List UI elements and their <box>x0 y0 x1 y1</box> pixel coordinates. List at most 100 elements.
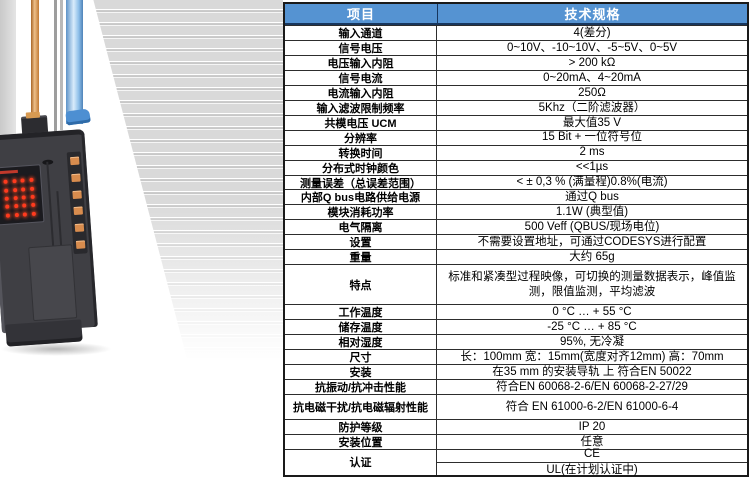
table-row: 抗振动/抗冲击性能 符合EN 60068-2-6/EN 60068-2-27/29 <box>285 379 747 394</box>
terminal-contact <box>69 156 80 166</box>
row-value: 4(差分) <box>573 26 611 39</box>
table-row: 电压输入内阻 > 200 kΩ <box>285 54 747 70</box>
row-label: 内部Q bus电路供给电源 <box>285 190 437 204</box>
row-value: 250Ω <box>578 86 606 99</box>
row-value: 任意 <box>580 435 604 448</box>
terminal-contact <box>71 190 82 199</box>
led-dot <box>29 186 34 191</box>
row-value: -25 °C … + 85 °C <box>547 321 637 334</box>
row-value: 1.1W (典型值) <box>555 206 629 219</box>
table-row: 安装 在35 mm 的安装导轨 上 符合EN 50022 <box>285 364 747 379</box>
row-label: 共模电压 UCM <box>285 115 437 130</box>
table-row: 认证 CE UL(在计划认证中) <box>285 448 747 477</box>
blue-cable <box>66 0 83 124</box>
led-grid <box>1 176 38 220</box>
row-label: 安装 <box>285 365 437 379</box>
row-label: 转换时间 <box>285 145 437 160</box>
io-module-illustration <box>0 108 115 356</box>
row-value: <<1µs <box>575 161 609 174</box>
row-value: CE UL(在计划认证中) <box>437 448 747 477</box>
table-header-row: 项目 技术规格 <box>285 4 747 25</box>
thin-gray-cable <box>54 0 57 140</box>
row-label: 尺寸 <box>285 350 437 364</box>
lower-cover <box>28 244 78 322</box>
row-value: 0 °C … + 55 °C <box>552 306 632 319</box>
row-label: 储存温度 <box>285 320 437 334</box>
row-value: > 200 kΩ <box>568 56 616 69</box>
row-label: 设置 <box>285 235 437 249</box>
table-row: 转换时间 2 ms <box>285 144 747 160</box>
product-photo-panel <box>0 0 283 479</box>
table-row: 特点 标准和紧凑型过程映像，可切换的测量数据表示，峰值监测，限值监测，平均滤波 <box>285 264 747 305</box>
orange-cable <box>31 0 39 136</box>
terminal-contact <box>73 206 83 216</box>
row-label: 抗电磁干扰/抗电磁辐射性能 <box>285 395 437 419</box>
row-value: 500 Veff (QBUS/现场电位) <box>524 221 660 234</box>
terminal-contact <box>74 223 84 233</box>
row-label: 信号电压 <box>285 40 437 55</box>
led-dot <box>4 188 9 193</box>
row-sub-value: UL(在计划认证中) <box>437 461 747 477</box>
table-row: 内部Q bus电路供给电源 通过Q bus <box>285 189 747 204</box>
row-value: 长：100mm 宽：15mm(宽度对齐12mm) 高：70mm <box>460 351 724 363</box>
led-dot <box>29 177 34 183</box>
row-value: 符合 EN 61000-6-2/EN 61000-6-4 <box>505 400 679 413</box>
table-row: 防护等级 IP 20 <box>285 418 747 434</box>
table-row: 尺寸 长：100mm 宽：15mm(宽度对齐12mm) 高：70mm <box>285 349 747 364</box>
row-label: 模块消耗功率 <box>285 205 437 219</box>
table-row: 重量 大约 65g <box>285 249 747 264</box>
thin-gray-cable <box>60 0 63 130</box>
row-label: 电流输入内阻 <box>285 85 437 100</box>
led-dot <box>14 212 19 217</box>
row-value: 通过Q bus <box>565 191 619 204</box>
led-dot <box>30 194 35 200</box>
header-cell-item: 项目 <box>285 4 438 23</box>
row-label: 输入通道 <box>285 26 437 40</box>
row-value: 不需要设置地址，可通过CODESYS进行配置 <box>477 236 707 249</box>
row-value: IP 20 <box>578 420 606 433</box>
led-dot <box>30 203 36 208</box>
led-dot <box>22 212 28 217</box>
table-row: 模块消耗功率 1.1W (典型值) <box>285 204 747 219</box>
row-label: 重量 <box>285 250 437 264</box>
table-row: 测量误差（总误差范围） < ± 0,3 % (满量程)0.8%(电流) <box>285 174 747 190</box>
led-dot <box>20 178 25 183</box>
table-row: 分辨率 15 Bit + 一位符号位 <box>285 129 747 145</box>
led-dot <box>13 195 18 201</box>
row-label: 分辨率 <box>285 130 437 145</box>
row-value: 最大值35 V <box>562 116 622 129</box>
row-label: 抗振动/抗冲击性能 <box>285 380 437 394</box>
table-row: 输入滤波限制频率 5Khz（二阶滤波器） <box>285 99 747 115</box>
table-row: 信号电流 0~20mA、4~20mA <box>285 69 747 85</box>
led-panel-label <box>0 169 18 175</box>
led-dot <box>13 204 19 209</box>
row-label: 分布式时钟颜色 <box>285 160 437 175</box>
led-dot <box>12 179 17 184</box>
led-dot <box>12 187 18 192</box>
led-dot <box>22 203 27 208</box>
led-dot <box>3 179 8 185</box>
led-dot <box>6 213 11 218</box>
led-dot <box>4 196 10 201</box>
row-label: 电压输入内阻 <box>285 55 437 70</box>
led-dot <box>5 204 10 210</box>
row-sub-value: CE <box>584 448 600 461</box>
row-value: 标准和紧凑型过程映像，可切换的测量数据表示，峰值监测，限值监测，平均滤波 <box>448 271 736 298</box>
led-dot <box>21 186 26 192</box>
table-row: 安装位置 任意 <box>285 433 747 449</box>
terminal-strip <box>66 151 88 255</box>
table-row: 输入通道 4(差分) <box>285 25 747 40</box>
table-row: 设置 不需要设置地址，可通过CODESYS进行配置 <box>285 234 747 249</box>
module-body <box>0 129 98 334</box>
row-value: 0~10V、-10~10V、-5~5V、0~5V <box>506 41 678 54</box>
row-label: 认证 <box>285 449 437 475</box>
blue-cable-clip <box>65 108 91 126</box>
row-label: 相对湿度 <box>285 335 437 349</box>
row-value: 5Khz（二阶滤波器） <box>538 101 646 114</box>
table-row: 电流输入内阻 250Ω <box>285 84 747 100</box>
table-row: 抗电磁干扰/抗电磁辐射性能 符合 EN 61000-6-2/EN 61000-6-… <box>285 394 747 419</box>
row-value: 大约 65g <box>569 251 615 264</box>
row-label: 电气隔离 <box>285 220 437 234</box>
table-row: 工作温度 0 °C … + 55 °C <box>285 304 747 319</box>
